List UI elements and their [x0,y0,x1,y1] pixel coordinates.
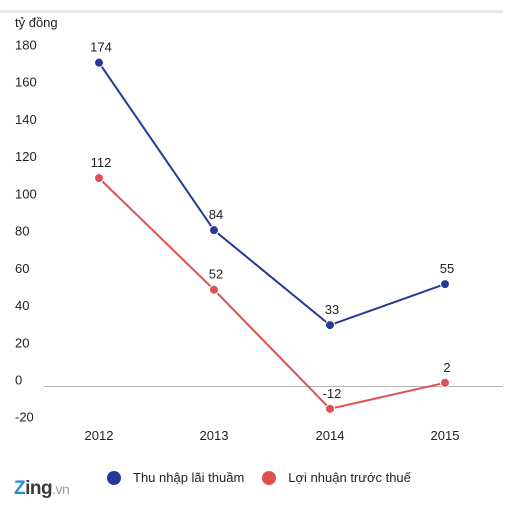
data-label: 84 [209,207,223,222]
legend-item-loi-nhuan[interactable]: Lợi nhuận trước thuế [262,470,411,485]
data-label: 55 [440,261,454,276]
data-label: -12 [323,386,342,401]
legend: Thu nhập lãi thuầm Lợi nhuận trước thuế [107,470,429,485]
y-tick-label: 180 [15,38,37,53]
data-label: 2 [443,360,450,375]
legend-label-loi-nhuan: Lợi nhuận trước thuế [288,470,411,485]
y-tick-label: 20 [15,335,29,350]
y-tick-label: 160 [15,75,37,90]
data-point[interactable] [325,320,335,331]
y-tick-label: 0 [15,373,22,388]
y-tick-label: 80 [15,224,29,239]
data-point[interactable] [209,284,219,295]
series-2: 112 52 -12 2 [91,155,451,414]
x-tick-labels: 2012 2013 2014 2015 [85,428,460,443]
data-label: 52 [209,267,223,282]
data-point[interactable] [440,279,450,290]
data-point[interactable] [94,173,104,184]
series-line [98,62,446,327]
data-point[interactable] [209,225,219,236]
data-point[interactable] [440,377,450,388]
data-label: 33 [325,302,339,317]
legend-swatch-thu-nhap [107,470,121,485]
x-tick-label: 2014 [316,428,345,443]
legend-label-thu-nhap: Thu nhập lãi thuầm [133,470,245,485]
data-point[interactable] [94,57,104,68]
data-label: 112 [91,155,112,170]
top-rule [0,10,503,13]
y-axis-unit-label: tỷ đồng [15,15,58,30]
data-label: 174 [90,40,112,55]
zing-logo: Zing.vn [14,478,70,499]
legend-swatch-loi-nhuan [262,470,277,485]
y-tick-label: 140 [15,112,37,127]
legend-item-thu-nhap[interactable]: Thu nhập lãi thuầm [107,470,244,485]
x-tick-label: 2015 [431,428,460,443]
data-point[interactable] [325,403,335,414]
x-tick-label: 2013 [200,428,229,443]
y-tick-label: 120 [15,149,37,164]
x-tick-label: 2012 [85,428,114,443]
y-tick-label: 100 [15,186,37,201]
y-tick-label: -20 [15,410,34,425]
y-tick-label: 60 [15,261,29,276]
series-1: 174 84 33 55 [90,40,454,331]
y-tick-label: 40 [15,298,29,313]
series-line [98,177,446,410]
y-tick-labels: 180 160 140 120 100 80 60 40 20 0 -20 [15,38,37,425]
series-layer: 174 84 33 55 112 52 -12 2 [90,40,454,414]
